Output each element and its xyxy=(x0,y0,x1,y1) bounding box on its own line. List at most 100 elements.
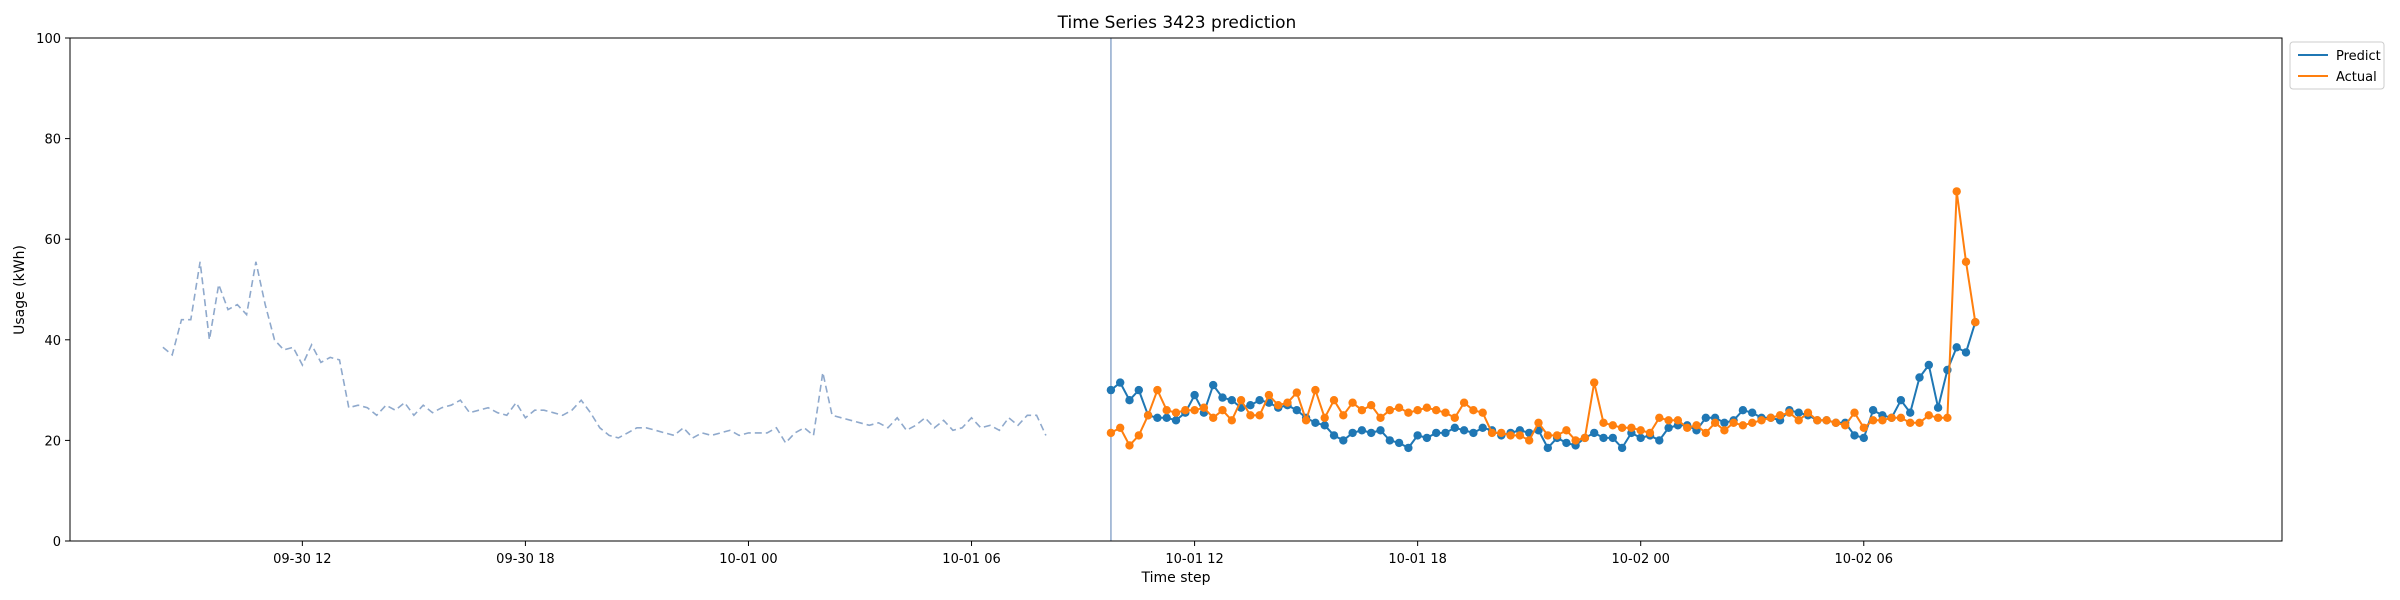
actual-point xyxy=(1775,411,1785,420)
predict-point xyxy=(1617,443,1627,453)
actual-point xyxy=(1692,421,1701,430)
x-tick-label: 10-01 00 xyxy=(719,552,777,567)
predict-point xyxy=(1738,406,1748,415)
x-tick-label: 09-30 12 xyxy=(273,552,331,567)
predict-point xyxy=(1367,428,1376,438)
actual-point xyxy=(1190,406,1199,415)
legend-frame xyxy=(2289,41,2385,90)
actual-point xyxy=(1413,406,1422,415)
actual-point xyxy=(1785,408,1794,417)
actual-point xyxy=(1404,408,1413,417)
actual-point xyxy=(1292,388,1302,397)
predict-point xyxy=(1311,418,1320,427)
actual-point xyxy=(1320,413,1329,422)
actual-point xyxy=(1636,426,1645,435)
predict-point xyxy=(1171,416,1181,425)
actual-point xyxy=(1339,411,1348,420)
x-axis-title: Time step xyxy=(1141,570,1211,586)
history-series-line xyxy=(162,261,1047,445)
actual-point xyxy=(1841,421,1850,430)
actual-point xyxy=(1850,408,1859,417)
predict-point xyxy=(1348,428,1357,438)
actual-point xyxy=(1478,408,1487,417)
actual-point xyxy=(1534,418,1543,427)
actual-point xyxy=(1757,416,1766,425)
actual-point xyxy=(1673,416,1683,425)
predict-point xyxy=(1116,378,1125,387)
predict-point xyxy=(1562,438,1571,448)
actual-point xyxy=(1748,418,1757,427)
chart-title: Time Series 3423 prediction xyxy=(1057,13,1297,33)
predict-point xyxy=(1701,413,1711,422)
actual-point xyxy=(1794,416,1803,425)
actual-point xyxy=(1924,411,1934,420)
actual-point xyxy=(1803,408,1813,417)
predict-point xyxy=(1376,426,1385,435)
actual-point xyxy=(1301,416,1311,425)
actual-point xyxy=(1255,411,1264,420)
actual-point xyxy=(1106,428,1116,438)
actual-point xyxy=(1469,406,1478,415)
predict-point xyxy=(1125,396,1134,405)
legend: Predict Actual xyxy=(2289,41,2385,90)
predict-point xyxy=(1227,396,1237,405)
actual-point xyxy=(1608,421,1618,430)
actual-point xyxy=(1655,413,1664,422)
predict-point xyxy=(1246,401,1255,410)
actual-point xyxy=(1218,406,1227,415)
predict-point xyxy=(1590,428,1599,438)
actual-point xyxy=(1264,390,1274,400)
actual-point xyxy=(1506,431,1515,440)
predict-point xyxy=(1469,428,1478,438)
x-tick-label: 10-01 18 xyxy=(1388,552,1446,567)
actual-point xyxy=(1116,423,1125,432)
actual-point xyxy=(1710,418,1720,427)
predict-point xyxy=(1292,406,1302,415)
x-tick-label: 10-02 00 xyxy=(1611,552,1669,567)
actual-point xyxy=(1441,408,1450,417)
y-tick-label: 20 xyxy=(44,434,61,449)
actual-point xyxy=(1543,431,1553,440)
predict-point xyxy=(1933,403,1943,412)
actual-point xyxy=(1683,423,1692,432)
predict-point xyxy=(1608,433,1618,443)
actual-point xyxy=(1357,406,1367,415)
actual-point xyxy=(1181,406,1190,415)
predict-point xyxy=(1339,436,1348,445)
actual-point xyxy=(1450,413,1460,422)
actual-point xyxy=(1552,431,1562,440)
actual-point xyxy=(1209,413,1218,422)
actual-point xyxy=(1515,431,1525,440)
actual-point xyxy=(1562,426,1571,435)
actual-point xyxy=(1246,411,1255,420)
actual-point xyxy=(1813,416,1822,425)
actual-point xyxy=(1896,413,1906,422)
actual-point xyxy=(1199,403,1209,412)
y-tick-label: 100 xyxy=(36,32,61,47)
predict-point xyxy=(1162,413,1171,422)
actual-point xyxy=(1971,318,1980,327)
y-axis-title: Usage (kWh) xyxy=(12,245,28,335)
predict-point xyxy=(1868,406,1878,415)
actual-point xyxy=(1961,257,1971,266)
actual-point xyxy=(1617,423,1627,432)
actual-point xyxy=(1143,411,1153,420)
x-tick-label: 10-01 06 xyxy=(942,552,1000,567)
actual-point xyxy=(1459,398,1469,407)
predict-point xyxy=(1543,443,1553,453)
x-tick-label: 10-02 06 xyxy=(1835,552,1893,567)
predict-point xyxy=(1748,408,1757,417)
predict-point xyxy=(1924,360,1934,370)
predict-point xyxy=(1432,428,1441,438)
actual-point xyxy=(1887,413,1896,422)
predict-point xyxy=(1915,373,1924,382)
actual-point xyxy=(1125,441,1134,450)
actual-point xyxy=(1367,401,1376,410)
predict-point xyxy=(1655,436,1664,445)
predict-point xyxy=(1413,431,1422,440)
actual-point xyxy=(1701,428,1711,438)
predict-point xyxy=(1320,421,1329,430)
predict-point xyxy=(1218,393,1227,402)
